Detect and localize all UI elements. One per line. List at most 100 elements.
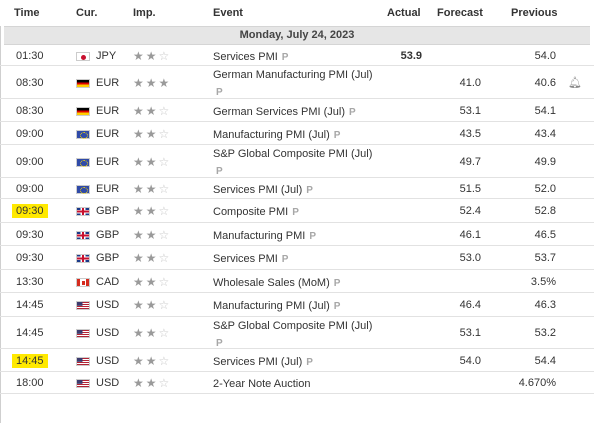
star-filled-icon: ★ <box>145 182 159 196</box>
event-time: 08:30 <box>16 105 44 117</box>
previous-value: 52.0 <box>534 183 556 195</box>
us-flag-icon <box>76 357 90 366</box>
event-row[interactable]: 09:30 GBP ★★☆ Manufacturing PMI P 46.1 46.5 <box>0 223 594 246</box>
star-filled-icon: ★ <box>145 251 159 265</box>
preliminary-icon: P <box>333 130 341 141</box>
event-name[interactable]: Services PMI (Jul) P <box>213 183 383 198</box>
event-title[interactable]: Manufacturing PMI (Jul) <box>213 300 330 312</box>
event-row[interactable]: 14:45 USD ★★☆ Manufacturing PMI (Jul) P 46.4 4… <box>0 293 594 317</box>
event-row[interactable]: 09:00 EUR ★★☆ Manufacturing PMI (Jul) P 43.5 4… <box>0 122 594 145</box>
event-title[interactable]: Services PMI <box>213 253 278 265</box>
forecast-value: 53.0 <box>459 252 481 264</box>
event-name[interactable]: Wholesale Sales (MoM) P <box>213 276 383 291</box>
event-title[interactable]: Manufacturing PMI <box>213 230 306 242</box>
event-name[interactable]: German Services PMI (Jul) P <box>213 105 383 120</box>
star-filled-icon: ★ <box>133 127 146 141</box>
event-row[interactable]: 14:45 USD ★★☆ Services PMI (Jul) P 54.0 54.4 <box>0 349 594 372</box>
table-header: Time Cur. Imp. Event Actual Forecast Pre… <box>0 0 594 26</box>
star-filled-icon: ★ <box>133 228 146 242</box>
event-title[interactable]: Services PMI <box>213 51 278 63</box>
header-previous[interactable]: Previous <box>511 7 558 19</box>
event-name[interactable]: Manufacturing PMI (Jul) P <box>213 299 383 314</box>
eu-flag-icon <box>76 185 90 194</box>
star-empty-icon: ☆ <box>158 376 172 390</box>
event-row[interactable]: 08:30 EUR ★★☆ German Services PMI (Jul) P 53.… <box>0 99 594 122</box>
left-border <box>0 0 1 423</box>
star-empty-icon: ☆ <box>158 326 172 340</box>
header-actual[interactable]: Actual <box>387 7 421 19</box>
event-name[interactable]: 2-Year Note Auction <box>213 377 383 392</box>
gb-flag-icon <box>76 254 90 263</box>
event-name[interactable]: German Manufacturing PMI (Jul) P <box>213 68 383 100</box>
star-filled-icon: ★ <box>145 354 159 368</box>
star-empty-icon: ☆ <box>158 354 172 368</box>
header-time[interactable]: Time <box>14 7 40 19</box>
event-row[interactable]: 09:00 EUR ★★☆ S&P Global Composite PMI (Jul… <box>0 145 594 178</box>
event-title[interactable]: Composite PMI <box>213 206 289 218</box>
importance-stars: ★★☆ <box>133 127 171 141</box>
currency-code: EUR <box>96 105 120 117</box>
header-event[interactable]: Event <box>213 7 243 19</box>
event-row[interactable]: 14:45 USD ★★☆ S&P Global Composite PMI (Jul… <box>0 317 594 349</box>
currency-code: EUR <box>96 183 120 195</box>
event-name[interactable]: Manufacturing PMI (Jul) P <box>213 128 383 143</box>
event-title[interactable]: German Manufacturing PMI (Jul) <box>213 69 373 81</box>
star-filled-icon: ★ <box>133 251 146 265</box>
event-title[interactable]: German Services PMI (Jul) <box>213 106 346 118</box>
event-name[interactable]: Services PMI P <box>213 50 383 65</box>
importance-stars: ★★☆ <box>133 104 171 118</box>
eu-flag-icon <box>76 158 90 167</box>
bell-alert-icon[interactable]: 🔔︎ <box>568 77 582 89</box>
currency-code: USD <box>96 377 120 389</box>
event-row[interactable]: 18:00 USD ★★☆ 2-Year Note Auction 4.670% <box>0 372 594 394</box>
star-filled-icon: ★ <box>133 76 146 90</box>
event-name[interactable]: S&P Global Composite PMI (Jul) P <box>213 319 383 351</box>
previous-value: 52.8 <box>534 205 556 217</box>
event-time: 09:30 <box>16 252 44 264</box>
previous-value: 3.5% <box>530 276 556 288</box>
forecast-value: 43.5 <box>459 128 481 140</box>
previous-value: 43.4 <box>534 128 556 140</box>
preliminary-icon: P <box>333 301 341 312</box>
event-title[interactable]: S&P Global Composite PMI (Jul) <box>213 148 373 160</box>
header-currency[interactable]: Cur. <box>76 7 98 19</box>
event-title[interactable]: S&P Global Composite PMI (Jul) <box>213 320 373 332</box>
star-empty-icon: ☆ <box>158 204 172 218</box>
star-filled-icon: ★ <box>133 204 146 218</box>
event-name[interactable]: S&P Global Composite PMI (Jul) P <box>213 147 383 179</box>
event-title[interactable]: 2-Year Note Auction <box>213 378 311 390</box>
forecast-value: 49.7 <box>459 156 481 168</box>
header-importance[interactable]: Imp. <box>133 7 156 19</box>
currency-code: CAD <box>96 276 120 288</box>
star-filled-icon: ★ <box>145 326 159 340</box>
preliminary-icon: P <box>306 185 313 196</box>
event-title[interactable]: Manufacturing PMI (Jul) <box>213 129 330 141</box>
event-name[interactable]: Services PMI P <box>213 252 383 267</box>
preliminary-icon: P <box>281 52 289 63</box>
event-time: 14:45 <box>16 327 44 339</box>
event-name[interactable]: Services PMI (Jul) P <box>213 355 383 370</box>
importance-stars: ★★☆ <box>133 228 171 242</box>
event-title[interactable]: Services PMI (Jul) <box>213 356 303 368</box>
event-time: 09:00 <box>16 128 44 140</box>
event-title[interactable]: Services PMI (Jul) <box>213 184 303 196</box>
event-name[interactable]: Manufacturing PMI P <box>213 229 383 244</box>
event-row[interactable]: 09:30 GBP ★★☆ Composite PMI P 52.4 52.8 <box>0 199 594 223</box>
star-empty-icon: ☆ <box>158 298 172 312</box>
event-row[interactable]: 09:30 GBP ★★☆ Services PMI P 53.0 53.7 <box>0 246 594 270</box>
star-filled-icon: ★ <box>145 228 159 242</box>
previous-value: 53.7 <box>534 252 556 264</box>
actual-value: 53.9 <box>400 50 422 62</box>
header-forecast[interactable]: Forecast <box>437 7 483 19</box>
event-row[interactable]: 13:30 CAD ★★☆ Wholesale Sales (MoM) P 3.5% <box>0 270 594 293</box>
event-row[interactable]: 09:00 EUR ★★☆ Services PMI (Jul) P 51.5 52.0 <box>0 178 594 199</box>
event-row[interactable]: 08:30 EUR ★★★ German Manufacturing PMI (Jul… <box>0 66 594 99</box>
importance-stars: ★★☆ <box>133 298 171 312</box>
previous-value: 4.670% <box>518 377 556 389</box>
us-flag-icon <box>76 301 90 310</box>
event-row[interactable]: 01:30 JPY ★★☆ Services PMI P 53.9 54.0 <box>0 45 594 66</box>
currency-code: USD <box>96 327 120 339</box>
event-name[interactable]: Composite PMI P <box>213 205 383 220</box>
star-filled-icon: ★ <box>133 376 146 390</box>
event-title[interactable]: Wholesale Sales (MoM) <box>213 277 330 289</box>
